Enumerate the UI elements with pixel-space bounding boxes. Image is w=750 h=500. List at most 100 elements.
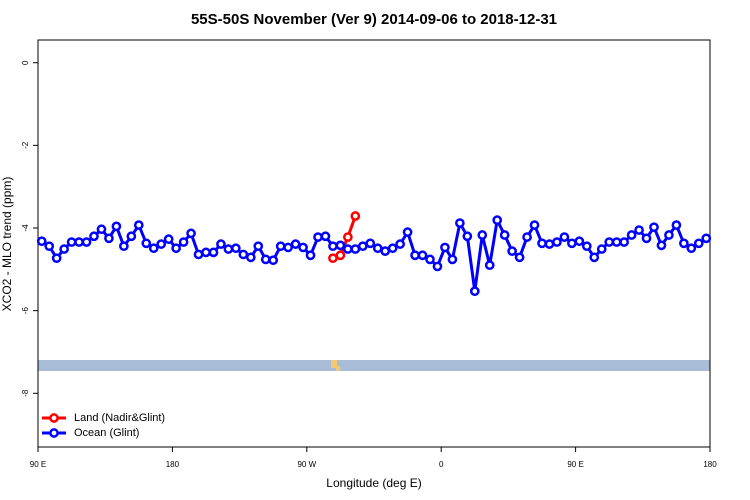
data-point	[484, 260, 495, 271]
y-tick-label: -2	[21, 141, 30, 149]
data-point	[343, 244, 353, 254]
data-point	[328, 253, 338, 264]
data-point	[492, 215, 503, 226]
data-point	[238, 249, 249, 260]
data-point	[499, 230, 510, 240]
data-point	[514, 252, 525, 263]
y-tick-label: -4	[21, 224, 30, 232]
data-point	[596, 244, 607, 254]
data-point	[425, 254, 435, 265]
data-point	[432, 261, 443, 272]
x-tick-label: 90 W	[297, 460, 316, 469]
data-point	[148, 243, 159, 254]
data-point	[686, 243, 697, 254]
data-point	[104, 233, 114, 244]
data-point	[357, 241, 368, 252]
data-point	[626, 230, 637, 240]
data-point	[313, 232, 323, 242]
data-point	[111, 221, 122, 232]
data-point	[559, 232, 570, 242]
data-point	[186, 228, 196, 239]
data-point	[328, 241, 338, 252]
data-point	[372, 243, 383, 254]
data-point	[581, 241, 592, 252]
data-point	[507, 246, 517, 256]
data-point	[260, 254, 271, 265]
data-point	[163, 234, 174, 245]
land-mask-patch	[336, 366, 340, 371]
data-point	[119, 241, 129, 252]
data-point	[679, 238, 689, 249]
data-point	[649, 222, 659, 233]
data-point	[74, 237, 84, 247]
land-mask-band	[38, 360, 710, 371]
data-point	[44, 241, 55, 252]
data-point	[544, 239, 555, 249]
data-point	[283, 242, 293, 253]
data-point	[455, 218, 465, 228]
legend-swatch-point	[49, 413, 59, 423]
data-point	[469, 286, 480, 297]
data-point	[126, 231, 137, 242]
data-point	[611, 237, 622, 247]
data-point	[89, 231, 99, 242]
data-point	[253, 241, 264, 252]
data-point	[701, 233, 712, 244]
x-tick-label: 90 E	[30, 460, 46, 469]
data-point	[245, 252, 256, 263]
data-point	[193, 249, 204, 260]
data-point	[66, 237, 77, 247]
data-point	[350, 211, 361, 221]
data-point	[477, 230, 488, 240]
data-point	[305, 250, 316, 261]
data-point	[223, 244, 234, 254]
data-point	[387, 243, 398, 254]
chart-title: 55S-50S November (Ver 9) 2014-09-06 to 2…	[191, 11, 557, 28]
legend-swatch-point	[49, 428, 59, 438]
data-point	[365, 238, 376, 249]
x-tick-label: 180	[166, 460, 180, 469]
data-point	[529, 220, 540, 230]
data-point	[216, 239, 226, 249]
data-point	[574, 236, 585, 247]
x-tick-label: 180	[703, 460, 717, 469]
data-point	[462, 231, 473, 242]
x-tick-label: 90 E	[567, 460, 583, 469]
data-point	[567, 238, 577, 249]
land-mask-patch	[331, 360, 337, 368]
data-point	[350, 244, 361, 254]
data-point	[156, 239, 167, 249]
data-point	[171, 243, 181, 254]
data-point	[402, 227, 413, 237]
data-point	[417, 250, 428, 261]
data-point	[604, 237, 615, 247]
data-point	[693, 238, 704, 249]
legend-label: Land (Nadir&Glint)	[74, 412, 165, 424]
data-point	[133, 220, 144, 230]
data-point	[275, 241, 286, 252]
data-point	[141, 238, 152, 249]
x-axis-label: Longitude (deg E)	[326, 476, 421, 490]
data-point	[440, 242, 450, 253]
data-point	[552, 237, 562, 247]
data-point	[335, 250, 346, 261]
data-point	[589, 252, 600, 263]
data-point	[656, 240, 667, 251]
data-point	[634, 225, 644, 235]
y-tick-label: -6	[21, 307, 30, 315]
data-point	[522, 232, 532, 242]
data-point	[410, 250, 420, 261]
data-point	[343, 232, 353, 242]
data-point	[619, 237, 629, 247]
data-point	[36, 236, 47, 247]
data-point	[178, 237, 189, 247]
y-tick-label: -8	[21, 389, 30, 397]
data-point	[335, 240, 346, 251]
data-point	[231, 243, 241, 254]
data-point	[290, 239, 301, 249]
data-point	[59, 244, 69, 254]
data-point	[51, 253, 62, 264]
data-point	[395, 239, 405, 249]
